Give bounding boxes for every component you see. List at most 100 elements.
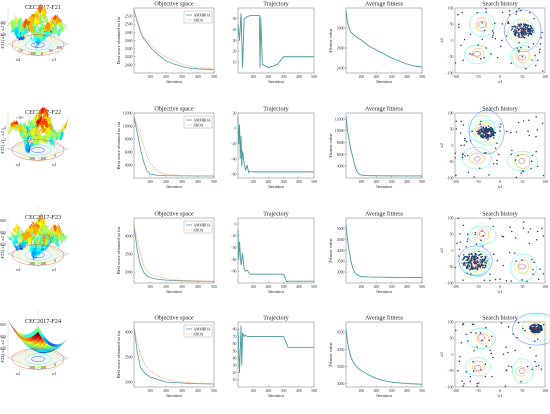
history-point bbox=[520, 26, 522, 28]
history-point bbox=[482, 260, 484, 263]
history-point bbox=[535, 64, 537, 67]
history-point bbox=[489, 273, 491, 275]
history-point bbox=[517, 29, 520, 32]
history-point bbox=[523, 28, 525, 30]
y-tick-label: −60 bbox=[230, 173, 236, 177]
history-point bbox=[478, 264, 480, 267]
fitness-line bbox=[345, 328, 423, 385]
history-point bbox=[509, 226, 511, 228]
legend-entry: AMMBOA bbox=[194, 327, 211, 331]
surface-patch bbox=[57, 28, 62, 38]
surface-patch bbox=[61, 120, 66, 132]
history-point bbox=[470, 263, 473, 265]
surface-panel: CEC2017-F24 F24( x1 , x2 ) x1 x2 −100 0 100 400… bbox=[0, 310, 69, 376]
history-point bbox=[479, 120, 482, 123]
history-point bbox=[466, 240, 469, 243]
history-point bbox=[494, 147, 497, 149]
history-point bbox=[515, 10, 518, 13]
history-point bbox=[528, 119, 530, 121]
history-point bbox=[529, 346, 531, 349]
history-point bbox=[481, 264, 484, 267]
history-point bbox=[487, 134, 489, 137]
history-point bbox=[538, 51, 541, 53]
y-tick-label: 4000 bbox=[337, 348, 345, 352]
y-tick-label: 50 bbox=[450, 337, 454, 341]
history-point bbox=[531, 59, 533, 61]
history-contour bbox=[519, 368, 526, 374]
trajectory-line bbox=[237, 116, 314, 174]
surface-patch bbox=[59, 123, 64, 133]
history-point bbox=[485, 8, 487, 10]
history-point bbox=[455, 128, 458, 130]
surface-tick-label: 100 bbox=[29, 262, 35, 266]
history-point bbox=[542, 323, 545, 326]
history-point bbox=[472, 370, 475, 372]
y-tick-label: 2440 bbox=[125, 47, 133, 51]
search-history-panel: Search history x1 x2 −100 −50 0 50 100 −100 −50 0 5… bbox=[439, 106, 548, 190]
y-axis-label: Best score obtained so far bbox=[116, 16, 121, 64]
surface-patch bbox=[18, 125, 24, 132]
plot-frame bbox=[345, 112, 423, 179]
x-tick-label: 100 bbox=[358, 389, 364, 393]
history-point bbox=[506, 130, 508, 133]
history-point bbox=[480, 265, 482, 267]
history-point bbox=[489, 279, 491, 282]
history-point bbox=[507, 365, 510, 367]
x-tick-label: 500 bbox=[311, 75, 317, 79]
x-axis-label: Iteration bbox=[376, 79, 392, 84]
surface-patch bbox=[35, 119, 41, 128]
history-point bbox=[525, 27, 527, 29]
x-tick-label: −100 bbox=[451, 389, 459, 393]
history-point bbox=[510, 131, 512, 134]
surface-tick-label: 100 bbox=[29, 157, 35, 161]
history-point bbox=[492, 130, 494, 133]
history-point bbox=[485, 345, 488, 347]
history-point bbox=[514, 26, 517, 29]
x-tick-label: 300 bbox=[281, 389, 287, 393]
legend-entry: SBOA bbox=[194, 228, 204, 232]
x-tick-label: 300 bbox=[389, 75, 395, 79]
y-tick-label: 10000 bbox=[123, 124, 133, 128]
history-point bbox=[475, 243, 478, 246]
x-tick-label: 100 bbox=[542, 180, 548, 184]
y-tick-label: 50 bbox=[233, 17, 237, 21]
surface-patch bbox=[12, 228, 17, 234]
x-axis-label: Iteration bbox=[166, 393, 182, 398]
surface-patch bbox=[44, 15, 49, 24]
surface-patch bbox=[25, 25, 30, 33]
y-tick-label: −100 bbox=[445, 176, 453, 180]
history-point bbox=[491, 375, 493, 378]
history-point bbox=[492, 163, 495, 165]
history-point bbox=[461, 11, 464, 14]
history-point bbox=[534, 326, 536, 328]
surface-patch bbox=[35, 127, 41, 137]
x-tick-label: 300 bbox=[281, 285, 287, 289]
panel-title: Search history bbox=[482, 106, 518, 113]
history-point bbox=[467, 261, 469, 264]
x-tick-label: −50 bbox=[474, 389, 480, 393]
history-point bbox=[476, 261, 479, 263]
x-tick-label: 400 bbox=[404, 180, 410, 184]
history-point bbox=[525, 33, 527, 36]
history-point bbox=[479, 128, 481, 131]
history-point bbox=[483, 152, 486, 154]
surface-patch bbox=[42, 15, 47, 23]
history-best-point bbox=[485, 131, 488, 134]
surface-tick-label: 0 bbox=[54, 363, 56, 367]
x-tick-label: 200 bbox=[265, 389, 271, 393]
history-point bbox=[502, 264, 504, 267]
history-point bbox=[517, 35, 519, 37]
plot-frame bbox=[345, 321, 423, 388]
history-point bbox=[517, 121, 520, 124]
x-tick-label: 400 bbox=[195, 180, 201, 184]
history-point bbox=[492, 134, 494, 136]
surface-patch bbox=[44, 21, 49, 32]
history-point bbox=[459, 241, 462, 243]
history-contour bbox=[512, 312, 550, 346]
surface-x1-label: x1 bbox=[52, 162, 57, 167]
history-point bbox=[479, 266, 482, 269]
x-tick-label: −50 bbox=[474, 285, 480, 289]
history-point bbox=[534, 340, 536, 342]
history-point bbox=[531, 326, 533, 329]
